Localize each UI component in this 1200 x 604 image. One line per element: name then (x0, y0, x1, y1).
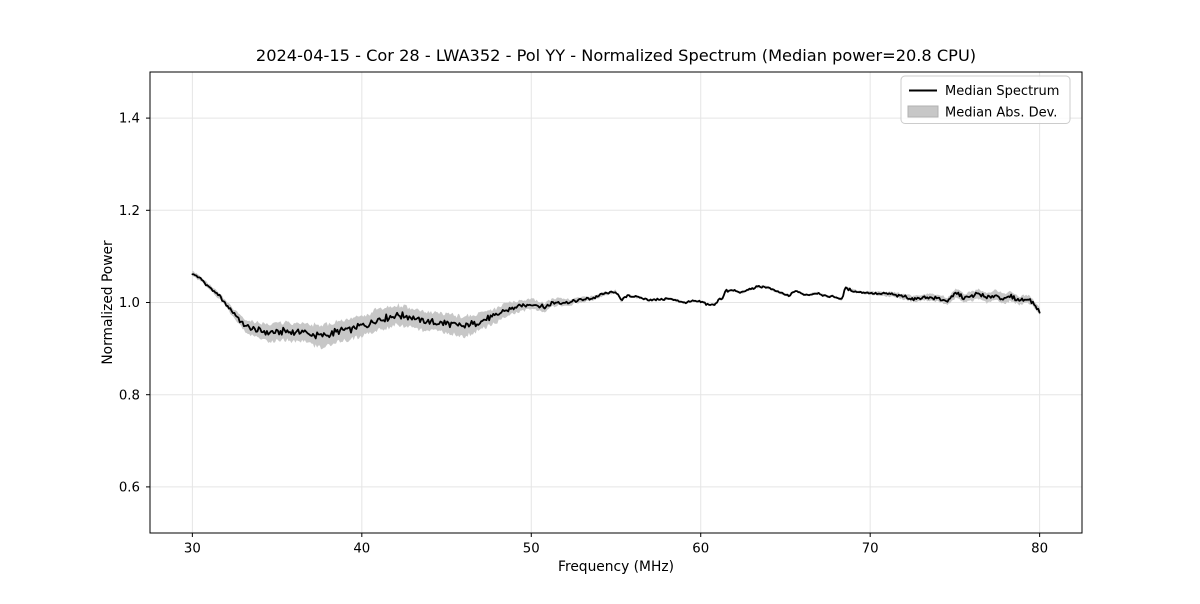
x-tick-label: 30 (184, 542, 201, 557)
x-tick-label: 60 (692, 542, 709, 557)
x-tick-label: 50 (523, 542, 540, 557)
legend-label-median-abs-dev: Median Abs. Dev. (945, 106, 1057, 121)
x-tick-label: 80 (1031, 542, 1048, 557)
legend-patch-sample-icon (907, 105, 939, 118)
spectrum-line (191, 273, 1041, 340)
y-tick-label: 0.6 (119, 481, 140, 496)
legend-frame (900, 75, 1071, 124)
x-tick-labels: 30 40 50 60 70 80 (184, 542, 1048, 557)
y-tick-label: 1.4 (119, 112, 140, 127)
x-axis-label: Frequency (MHz) (558, 559, 674, 575)
y-tick-label: 1.0 (119, 296, 140, 311)
x-tick-label: 40 (353, 542, 370, 557)
y-tick-labels: 0.6 0.8 1.0 1.2 1.4 (119, 112, 140, 496)
y-tick-label: 1.2 (119, 204, 140, 219)
y-tick-label: 0.8 (119, 388, 140, 403)
legend-label-median-spectrum: Median Spectrum (945, 84, 1059, 99)
legend: Median Spectrum Median Abs. Dev. (900, 75, 1071, 124)
y-axis-label: Normalized Power (100, 240, 116, 365)
chart-title: 2024-04-15 - Cor 28 - LWA352 - Pol YY - … (256, 46, 976, 65)
x-tick-label: 70 (862, 542, 879, 557)
axis-ticks (146, 117, 1041, 537)
